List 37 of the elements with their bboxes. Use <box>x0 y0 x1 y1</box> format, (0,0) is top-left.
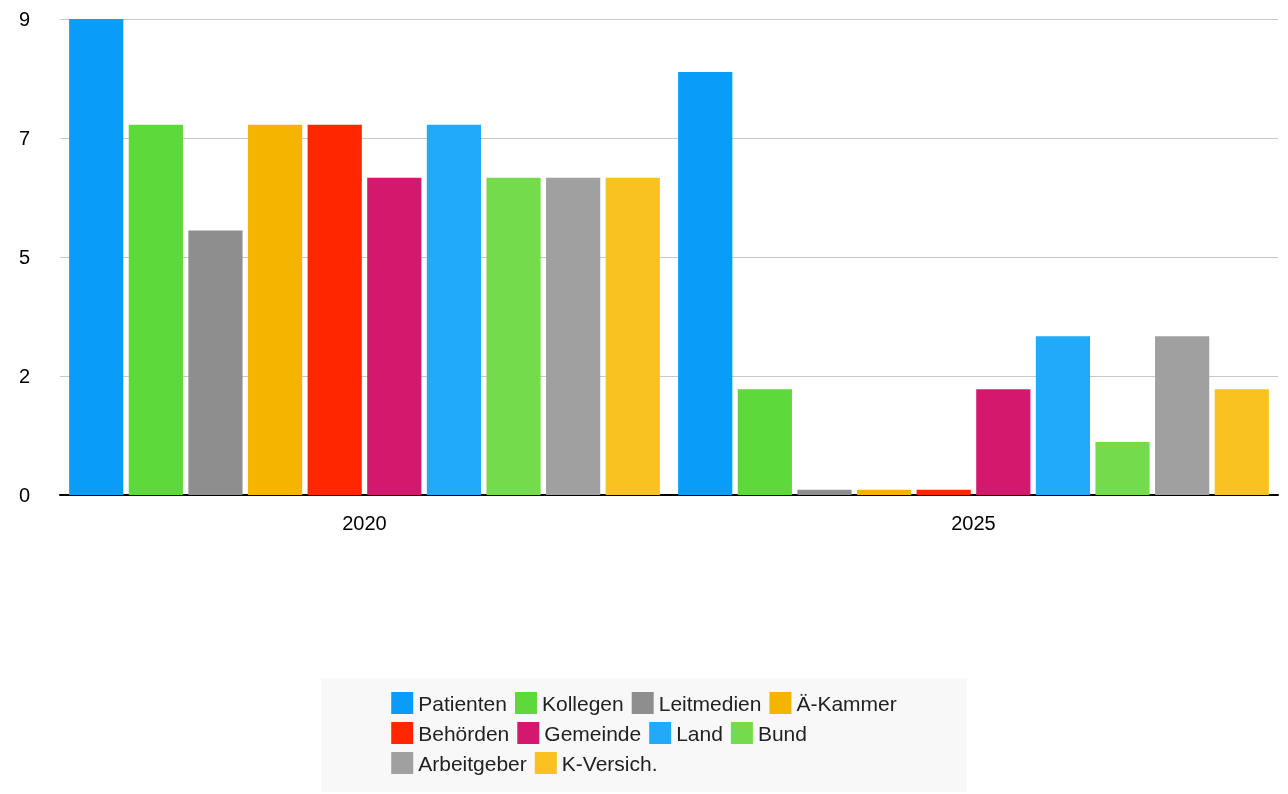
bar <box>546 177 601 495</box>
bar <box>976 389 1031 495</box>
bar <box>797 489 852 495</box>
bar <box>69 19 124 495</box>
bar <box>188 230 243 495</box>
y-tick-label: 9 <box>18 8 30 30</box>
x-tick-label: 2025 <box>951 512 996 534</box>
legend-label: Bund <box>757 721 807 745</box>
bar <box>1095 442 1150 495</box>
bar <box>856 489 912 495</box>
bar <box>1035 336 1091 495</box>
bar <box>1214 389 1269 495</box>
legend-label: Ä-Kammer <box>796 691 897 715</box>
y-tick-label: 2 <box>18 365 30 387</box>
x-tick-label: 2020 <box>342 512 387 534</box>
bar <box>486 177 541 495</box>
legend-label: Gemeinde <box>544 721 642 745</box>
y-tick-label: 0 <box>18 484 30 506</box>
bar <box>307 124 362 495</box>
bar <box>128 124 183 495</box>
bar <box>916 489 971 495</box>
bar <box>426 124 482 495</box>
bar <box>737 389 792 495</box>
y-tick-label: 5 <box>18 246 30 268</box>
bar <box>247 124 303 495</box>
bar <box>678 71 733 495</box>
bar <box>605 177 660 495</box>
legend-label: Patienten <box>418 691 507 715</box>
legend-label: Arbeitgeber <box>418 751 527 775</box>
bar <box>367 177 422 495</box>
bar <box>1155 336 1210 495</box>
legend-label: Kollegen <box>541 691 624 715</box>
legend-label: Behörden <box>418 721 510 745</box>
legend-label: Leitmedien <box>658 691 762 715</box>
legend-label: Land <box>676 721 723 745</box>
y-tick-label: 7 <box>18 127 30 149</box>
legend-label: K-Versich. <box>561 751 658 775</box>
